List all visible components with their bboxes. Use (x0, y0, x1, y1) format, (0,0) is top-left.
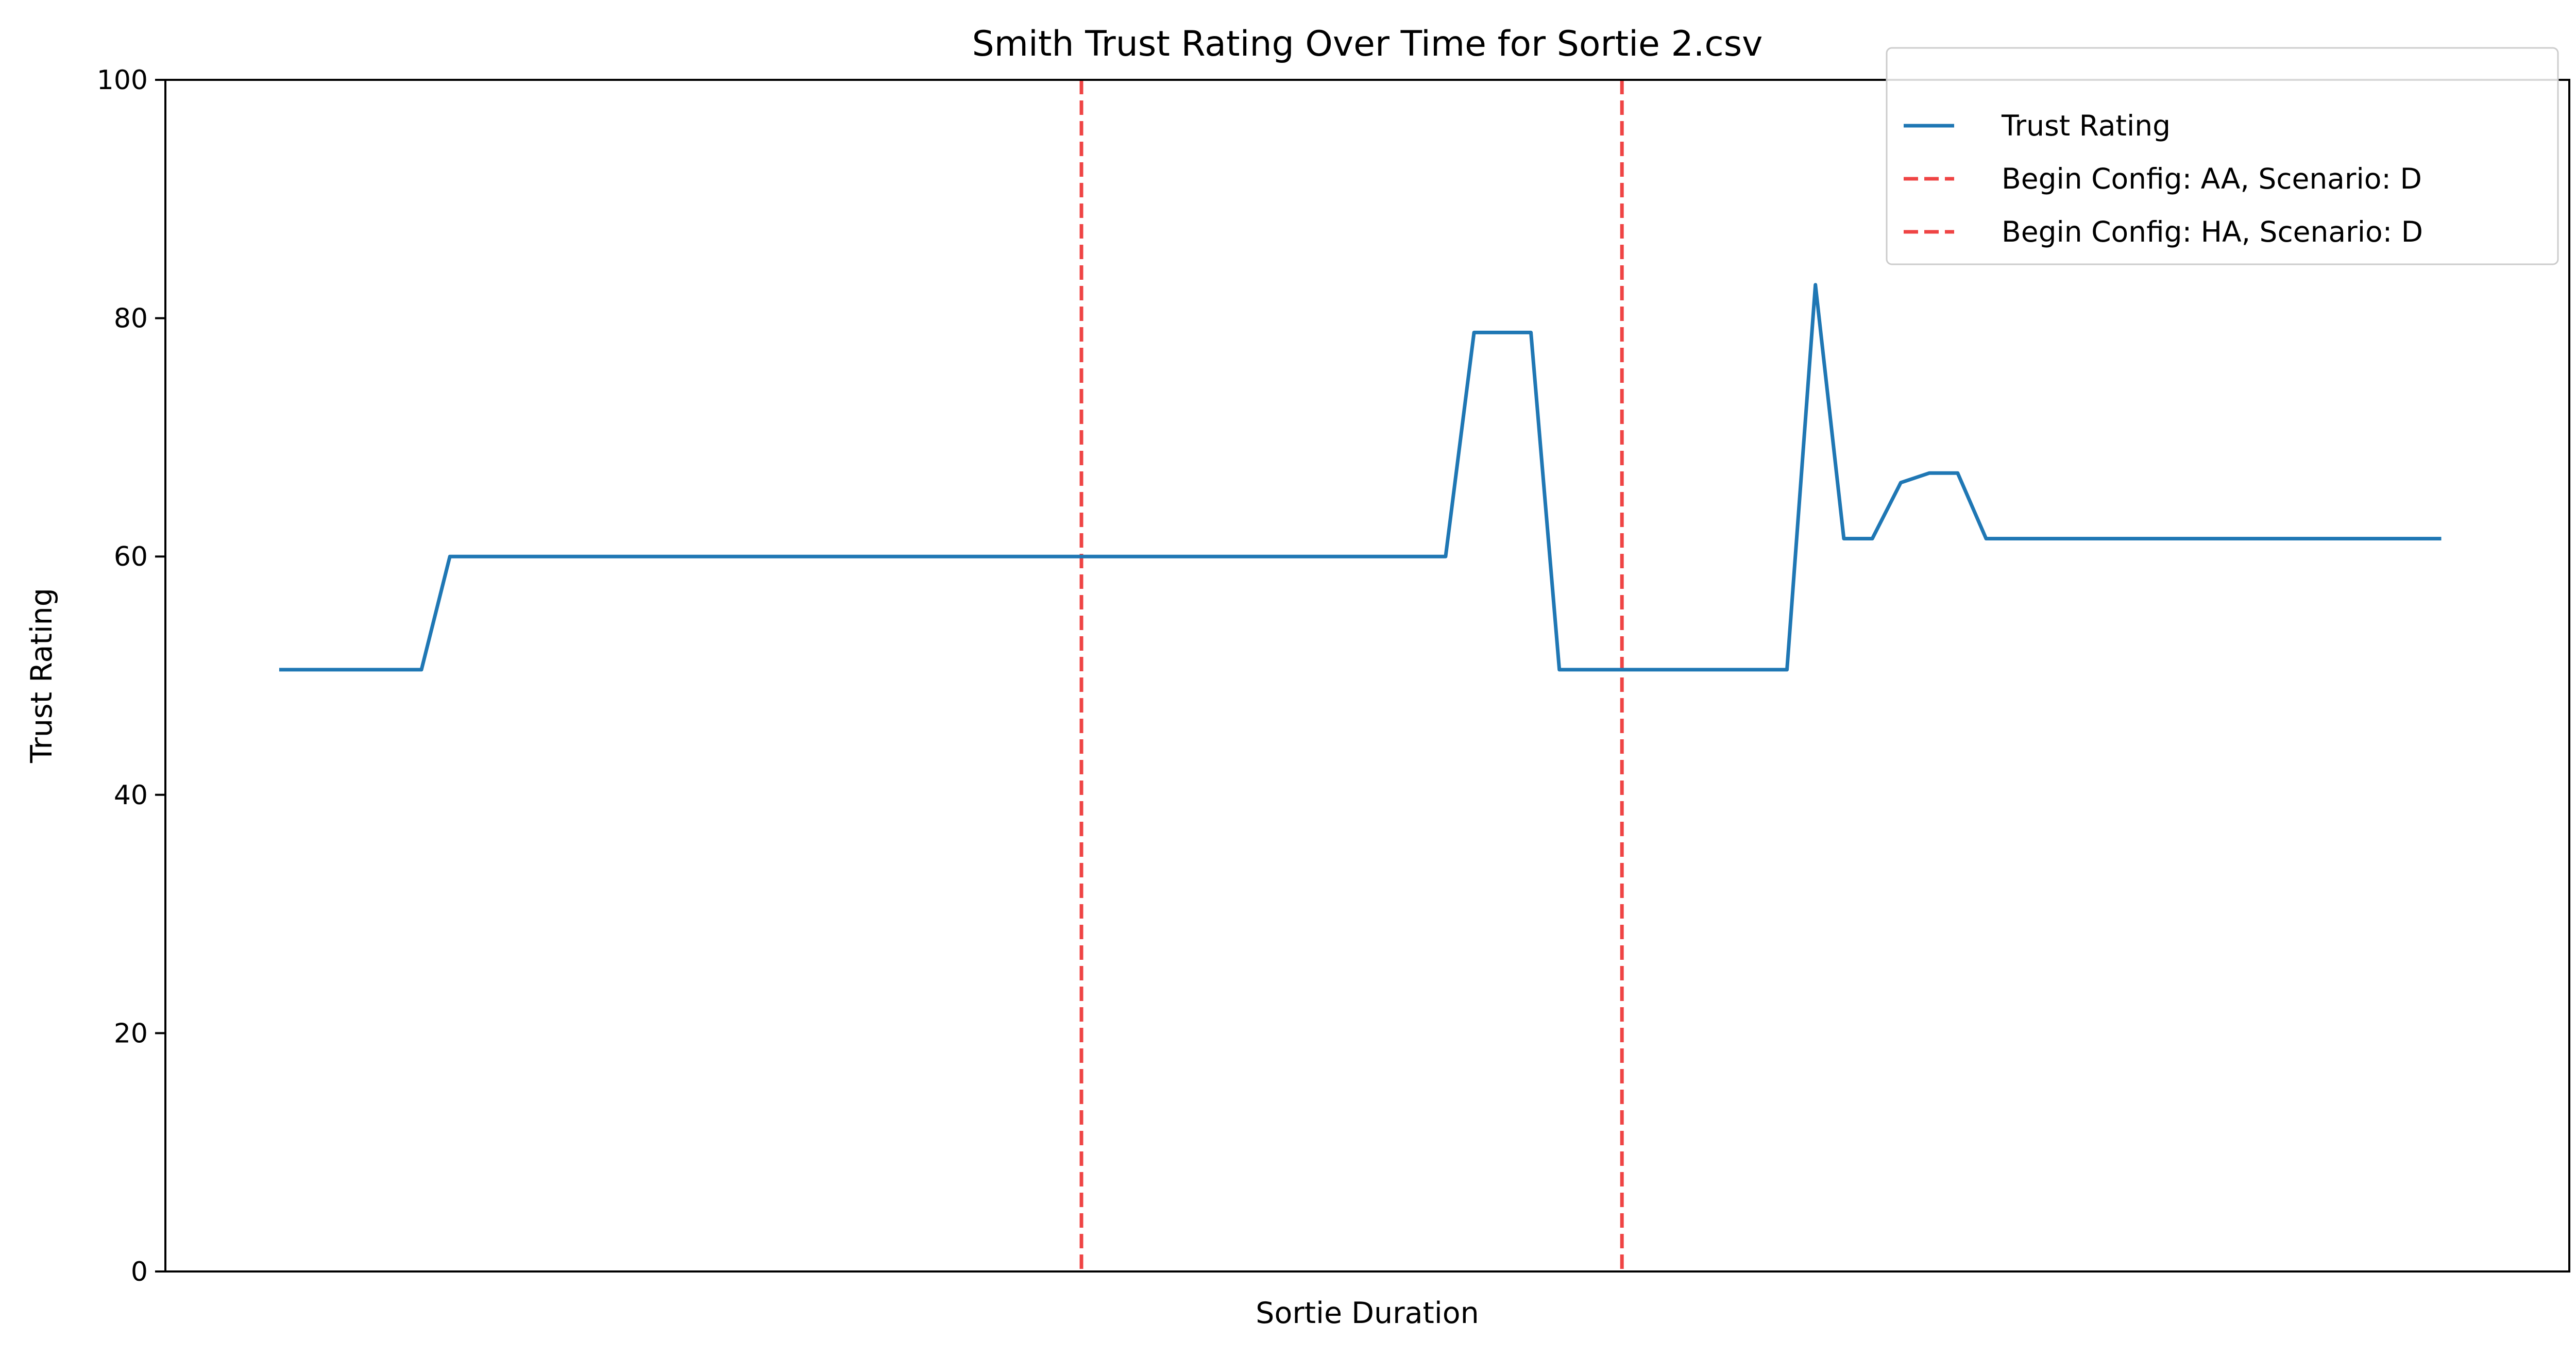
y-tick-label: 60 (114, 541, 148, 572)
legend-label: Trust Rating (2001, 109, 2171, 142)
chart-title: Smith Trust Rating Over Time for Sortie … (972, 24, 1763, 64)
x-axis-title: Sortie Duration (1256, 1296, 1479, 1330)
y-tick-label: 20 (114, 1018, 148, 1049)
y-axis-ticks: 0 20 40 60 80 100 (97, 65, 165, 1287)
y-tick-label: 100 (97, 65, 148, 96)
legend-items: Trust Rating Begin Config: AA, Scenario: … (1904, 109, 2423, 248)
y-tick-label: 80 (114, 303, 148, 334)
y-tick-label: 0 (131, 1257, 148, 1287)
legend: Trust Rating Begin Config: AA, Scenario: … (1886, 47, 2559, 265)
trust-rating-line (279, 283, 2442, 672)
plot-area (279, 80, 2442, 1271)
y-tick-label: 40 (114, 780, 148, 811)
legend-frame (1886, 47, 2559, 265)
y-axis-title: Trust Rating (25, 588, 59, 764)
legend-label: Begin Config: HA, Scenario: D (2002, 215, 2423, 248)
plot-frame (164, 79, 2570, 1273)
legend-label: Begin Config: AA, Scenario: D (2002, 162, 2422, 195)
